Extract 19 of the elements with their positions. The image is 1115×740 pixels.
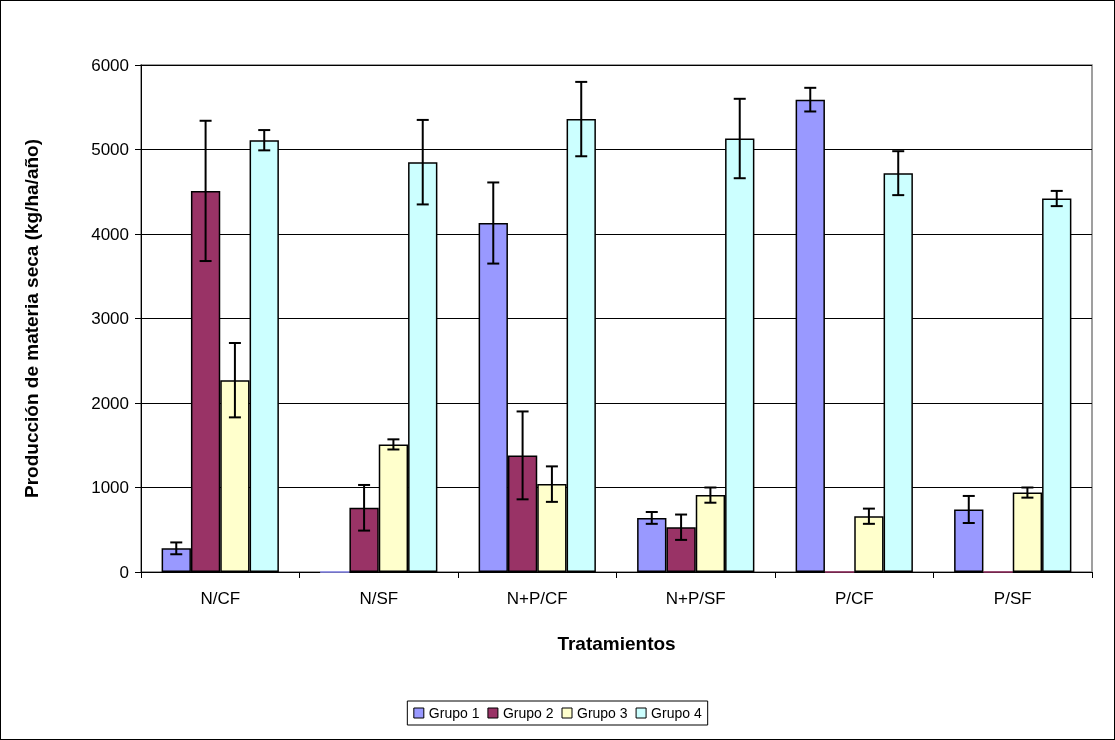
y-tick-label: 1000: [91, 478, 129, 497]
x-tick-label: N+P/CF: [506, 589, 568, 608]
x-axis-title: Tratamientos: [557, 633, 676, 654]
legend-label: Grupo 3: [577, 705, 628, 721]
x-tick-label: P/SF: [993, 589, 1032, 608]
x-tick-label: N/SF: [359, 589, 399, 608]
y-axis-title: Producción de materia seca (kg/ha/año): [21, 139, 42, 498]
legend-label: Grupo 2: [502, 705, 554, 721]
y-tick-label: 0: [119, 562, 129, 582]
y-tick-label: 3000: [91, 309, 129, 328]
legend-label: Grupo 1: [428, 705, 480, 721]
y-tick-label: 4000: [91, 224, 129, 244]
y-tick-label: 5000: [91, 140, 129, 159]
x-tick-label: N+P/SF: [665, 589, 726, 608]
x-tick-label: P/CF: [834, 589, 874, 608]
y-tick-label: 2000: [91, 393, 129, 413]
legend-label: Grupo 4: [651, 705, 702, 721]
y-tick-label: 6000: [91, 55, 129, 75]
x-tick-label: N/CF: [200, 589, 241, 608]
